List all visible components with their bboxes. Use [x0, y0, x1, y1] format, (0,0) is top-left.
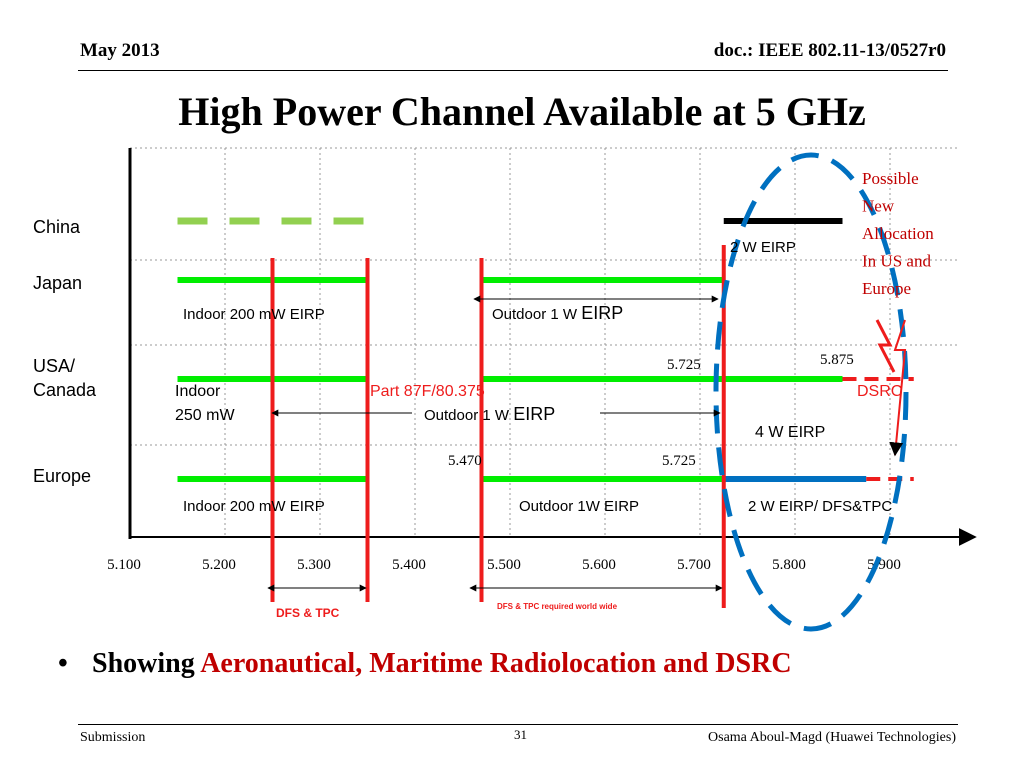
- us-5875-label: 5.875: [820, 352, 854, 368]
- row-label: China: [33, 217, 81, 237]
- lightning-arrow-icon: [889, 319, 907, 457]
- eu-5725-label: 5.725: [662, 453, 696, 469]
- dfs-world-label: DFS & TPC required world wide: [497, 602, 618, 611]
- footer-page-number: 31: [514, 727, 527, 742]
- header-date: May 2013: [80, 40, 160, 61]
- x-tick-label: 5.800: [772, 557, 806, 573]
- x-tick-label: 5.300: [297, 557, 331, 573]
- x-tick-labels: 5.100 5.200 5.300 5.400 5.500 5.600 5.700 5.800…: [107, 557, 901, 573]
- lightning-icon: [875, 319, 896, 373]
- eu-outdoor-label: Outdoor 1W EIRP: [519, 498, 639, 515]
- eu-5470-label: 5.470: [448, 453, 482, 469]
- footer-rule: [78, 724, 958, 725]
- chart-grid: [130, 147, 960, 537]
- x-tick-label: 5.100: [107, 557, 141, 573]
- footer-submission: Submission: [80, 730, 146, 745]
- us-indoor-label: Indoor: [175, 383, 221, 400]
- bullet-highlight: Aeronautical, Maritime Radiolocation and…: [200, 648, 792, 679]
- us-250mw-label: 250 mW: [175, 407, 235, 424]
- bullet-dot: •: [58, 648, 68, 679]
- slide-title: High Power Channel Available at 5 GHz: [178, 89, 866, 134]
- dfs-tpc-label: DFS & TPC: [276, 606, 340, 620]
- header-doc-id: doc.: IEEE 802.11-13/0527r0: [713, 40, 946, 61]
- us-outdoor-label: Outdoor 1 W EIRP: [424, 404, 555, 424]
- row-labels: China Japan USA/Canada Europe: [33, 217, 97, 486]
- possible-allocation-label: Possible New Allocation In US and Europe: [862, 169, 934, 298]
- japan-indoor-label: Indoor 200 mW EIRP: [183, 306, 325, 323]
- us-4w-label: 4 W EIRP: [755, 424, 825, 441]
- x-tick-label: 5.400: [392, 557, 426, 573]
- bullet-prefix: Showing: [92, 648, 195, 679]
- row-label: Japan: [33, 273, 82, 293]
- x-tick-label: 5.500: [487, 557, 521, 573]
- us-5725-label: 5.725: [667, 357, 701, 373]
- x-tick-label: 5.600: [582, 557, 616, 573]
- new-allocation-ellipse: [713, 152, 909, 632]
- japan-outdoor-label: Outdoor 1 W EIRP: [492, 303, 623, 323]
- us-part87-label: Part 87F/80.375: [370, 383, 485, 400]
- x-tick-label: 5.200: [202, 557, 236, 573]
- annotations: 2 W EIRP Indoor 200 mW EIRP Outdoor 1 W EI…: [175, 152, 934, 632]
- us-dsrc-label: DSRC: [857, 383, 902, 400]
- bullet-point: • Showing Aeronautical, Maritime Radioloc…: [58, 648, 792, 680]
- footer-author: Osama Aboul-Magd (Huawei Technologies): [708, 730, 956, 745]
- x-tick-label: 5.700: [677, 557, 711, 573]
- header-rule: [78, 70, 948, 71]
- eu-indoor-label: Indoor 200 mW EIRP: [183, 498, 325, 515]
- row-label: USA/Canada: [33, 356, 97, 400]
- china-eirp-label: 2 W EIRP: [730, 239, 796, 256]
- row-label: Europe: [33, 466, 91, 486]
- eu-2w-label: 2 W EIRP/ DFS&TPC: [748, 498, 892, 515]
